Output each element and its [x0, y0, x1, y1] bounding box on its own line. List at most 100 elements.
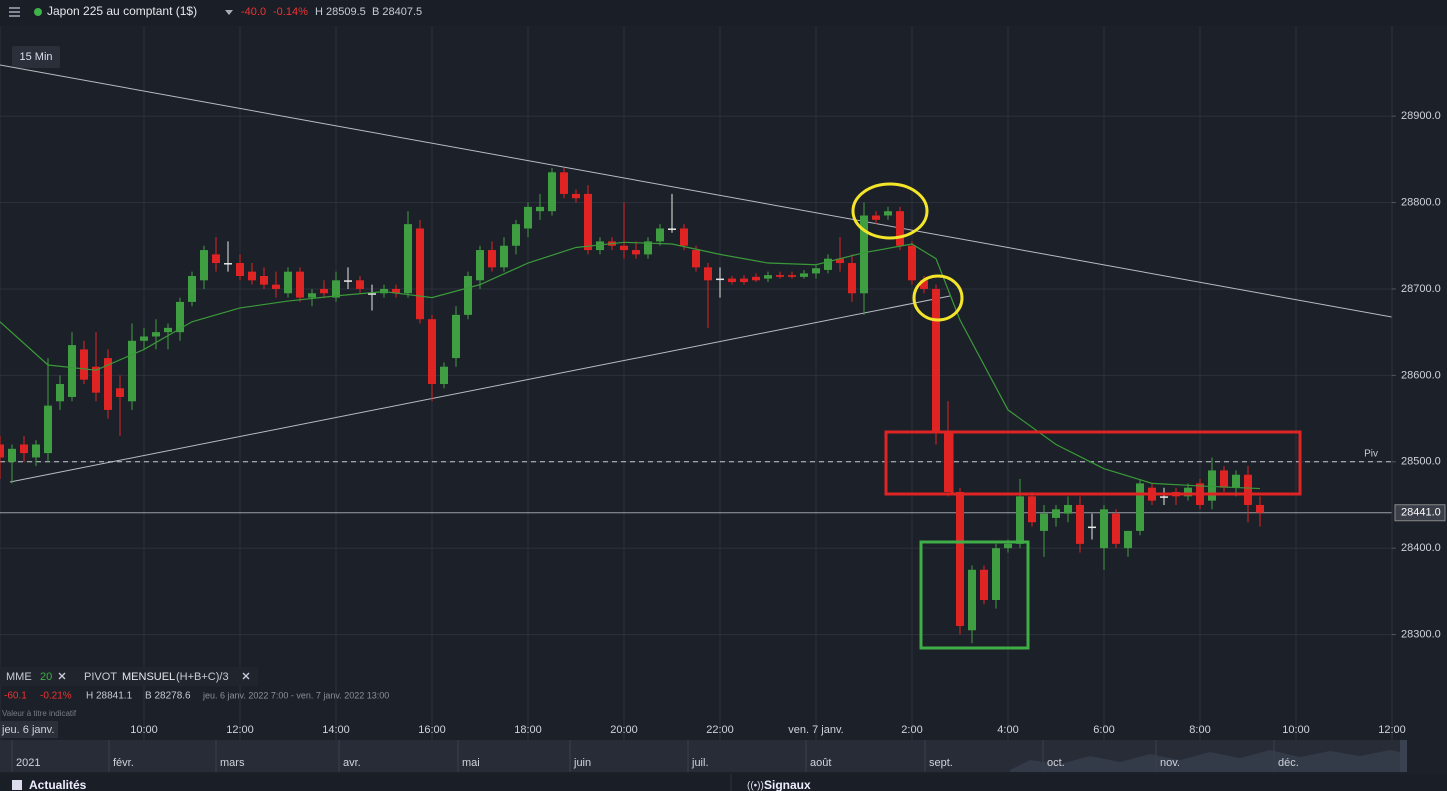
candle-body: [104, 358, 112, 410]
candle-body: [176, 301, 184, 333]
candle-body: [32, 444, 40, 458]
signals-tab[interactable]: Signaux: [764, 778, 811, 791]
candle-body: [1184, 487, 1192, 497]
candle-body: [440, 366, 448, 384]
y-tick-label: 28700.0: [1401, 283, 1441, 295]
navigator-labels: 2021 févr. mars avr. mai juin juil. août sept. oc…: [11, 740, 1299, 772]
news-tab[interactable]: Actualités: [29, 778, 87, 791]
candle-body: [1100, 509, 1108, 549]
x-tick-label: 16:00: [418, 724, 446, 736]
pivot-formula[interactable]: (H+B+C)/3: [176, 671, 229, 683]
candle-body: [92, 366, 100, 393]
candle-body: [524, 206, 532, 229]
candle-body: [944, 431, 952, 493]
candle-body: [968, 569, 976, 631]
instrument-title[interactable]: Japon 225 au comptant (1$): [47, 4, 197, 18]
range-high: H 28841.1: [86, 691, 133, 702]
candle-body: [620, 245, 628, 251]
highlight-circle: [851, 182, 929, 240]
candle-body: [1004, 543, 1012, 549]
candle-body: [1136, 483, 1144, 531]
candle-body: [188, 275, 196, 302]
navigator-handle[interactable]: [1400, 740, 1407, 772]
candle-body: [632, 250, 640, 255]
candle-body: [452, 314, 460, 359]
candle-body: [992, 548, 1000, 601]
footer-bar: [0, 774, 1447, 791]
candle-body: [548, 172, 556, 212]
close-icon[interactable]: [242, 672, 250, 680]
candle-body: [164, 327, 172, 333]
range-change: -60.1: [4, 691, 27, 702]
candle-body: [44, 405, 52, 454]
candle-body: [788, 275, 796, 277]
candle-body: [1040, 513, 1048, 531]
x-tick-label: 2:00: [901, 724, 922, 736]
close-icon[interactable]: [58, 672, 66, 680]
candle-body: [1028, 496, 1036, 523]
candle-body: [236, 263, 244, 276]
menu-icon[interactable]: [9, 7, 20, 17]
candle-body: [356, 280, 364, 289]
x-tick-label: 10:00: [1282, 724, 1310, 736]
ema-name[interactable]: MME: [6, 671, 32, 683]
candle-body: [272, 284, 280, 289]
y-tick-label: 28800.0: [1401, 196, 1441, 208]
candle-body: [332, 280, 340, 298]
candle-body: [0, 444, 4, 458]
candle-body: [128, 340, 136, 402]
x-tick-label: 10:00: [130, 724, 158, 736]
candle-body: [212, 254, 220, 264]
candle-body: [908, 245, 916, 281]
y-tick-label: 28600.0: [1401, 369, 1441, 381]
pivot-name[interactable]: PIVOT: [84, 671, 117, 683]
timeframe[interactable]: 15 Min: [19, 51, 52, 63]
candle-body: [1076, 504, 1084, 544]
x-tick-label: 18:00: [514, 724, 542, 736]
candle-body: [500, 245, 508, 268]
candle-body: [1088, 526, 1096, 529]
navigator-label: oct.: [1047, 757, 1065, 769]
candle-body: [80, 349, 88, 380]
navigator-label: 2021: [16, 757, 40, 769]
candle-body: [848, 263, 856, 294]
x-tick-label: 14:00: [322, 724, 350, 736]
candle-body: [68, 345, 76, 397]
header-high: H 28509.5: [315, 6, 366, 18]
dropdown-arrow[interactable]: [225, 10, 233, 15]
timeframe-box[interactable]: [12, 46, 60, 68]
candle-body: [8, 448, 16, 462]
range-dates: jeu. 6 janv. 2022 7:00 - ven. 7 janv. 20…: [202, 690, 389, 700]
candle-body: [884, 211, 892, 216]
x-tick-label: 4:00: [997, 724, 1018, 736]
x-tick-label: 8:00: [1189, 724, 1210, 736]
ema-period[interactable]: 20: [40, 671, 52, 683]
candle-body: [596, 241, 604, 251]
candle-body: [680, 228, 688, 246]
indicator-bar: [0, 667, 258, 686]
candle-body: [668, 228, 676, 230]
candle-body: [656, 228, 664, 242]
candle-body: [1244, 474, 1252, 505]
candle-body: [224, 263, 232, 265]
candle-body: [320, 288, 328, 294]
candle-body: [860, 215, 868, 294]
pivot-period[interactable]: MENSUEL: [122, 671, 175, 683]
axes: 28300.0 28400.0 28500.0 28600.0 28700.0 28800…: [0, 110, 1446, 738]
news-icon[interactable]: [12, 780, 22, 790]
candle-body: [740, 278, 748, 283]
candle-body: [488, 250, 496, 268]
candle-body: [896, 211, 904, 246]
candle-body: [416, 228, 424, 320]
header-low: B 28407.5: [372, 6, 422, 18]
y-tick-label: 28900.0: [1401, 110, 1441, 122]
x-tick-label: jeu. 6 janv.: [1, 724, 54, 736]
candle-body: [476, 250, 484, 281]
candle-body: [56, 384, 64, 402]
candle-body: [140, 336, 148, 341]
candle-body: [584, 193, 592, 251]
candle-body: [392, 288, 400, 294]
signals-icon[interactable]: ((•)): [747, 781, 764, 791]
x-tick-label-box: [0, 721, 58, 738]
candle-body: [344, 280, 352, 282]
